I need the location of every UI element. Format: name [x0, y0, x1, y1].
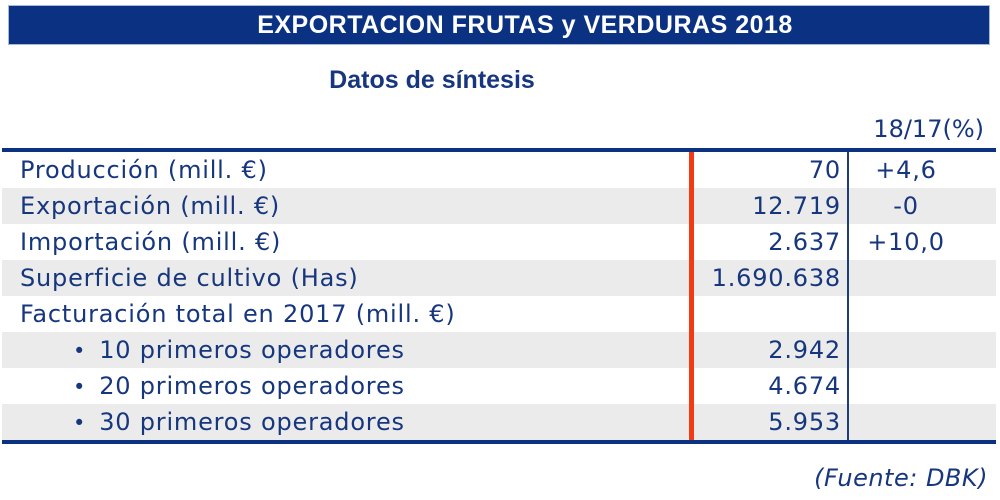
- column-divider-line: [847, 152, 849, 440]
- row-label: •Producción (mill. €): [2, 152, 694, 188]
- row-value: 4.674: [768, 372, 841, 400]
- row-pct: [846, 332, 996, 368]
- row-label-text: Exportación (mill. €): [20, 192, 281, 220]
- row-label-text: 20 primeros operadores: [99, 372, 405, 400]
- row-pct: [846, 404, 996, 440]
- row-label: •Importación (mill. €): [2, 224, 694, 260]
- table-row: •Exportación (mill. €) 12.719 -0: [2, 188, 996, 224]
- row-label: • 10 primeros operadores: [2, 332, 694, 368]
- table-row: • 10 primeros operadores 2.942: [2, 332, 996, 368]
- row-label: •Superficie de cultivo (Has): [2, 260, 694, 296]
- page-title: EXPORTACION FRUTAS y VERDURAS 2018: [257, 11, 793, 39]
- row-pct: [846, 368, 996, 404]
- row-pct: [846, 296, 996, 332]
- row-value: 5.953: [768, 408, 841, 436]
- table-rows: •Producción (mill. €) 70 +4,6 •Exportaci…: [2, 152, 996, 440]
- red-divider-line: [689, 152, 694, 440]
- row-label: •Facturación total en 2017 (mill. €): [2, 296, 694, 332]
- row-label-text: Superficie de cultivo (Has): [20, 264, 359, 292]
- row-label-text: Producción (mill. €): [20, 156, 268, 184]
- bullet-icon: •: [73, 411, 87, 435]
- row-pct: +4,6: [875, 156, 937, 184]
- row-pct: -0: [893, 192, 919, 220]
- subtitle: Datos de síntesis: [329, 66, 535, 94]
- table-row: •Superficie de cultivo (Has) 1.690.638: [2, 260, 996, 296]
- table-row: •Facturación total en 2017 (mill. €): [2, 296, 996, 332]
- row-pct: [846, 260, 996, 296]
- table-row: • 20 primeros operadores 4.674: [2, 368, 996, 404]
- row-label: • 20 primeros operadores: [2, 368, 694, 404]
- row-value: 2.637: [768, 228, 841, 256]
- row-pct: +10,0: [867, 228, 945, 256]
- row-value: 1.690.638: [711, 264, 841, 292]
- row-label: •Exportación (mill. €): [2, 188, 694, 224]
- data-table: •Producción (mill. €) 70 +4,6 •Exportaci…: [2, 148, 996, 444]
- source-note: (Fuente: DBK): [814, 464, 988, 492]
- row-label-text: 30 primeros operadores: [99, 408, 405, 436]
- row-label-text: Facturación total en 2017 (mill. €): [20, 300, 456, 328]
- table-row: • 30 primeros operadores 5.953: [2, 404, 996, 440]
- bullet-icon: •: [73, 339, 87, 363]
- row-label-text: 10 primeros operadores: [99, 336, 405, 364]
- row-label: • 30 primeros operadores: [2, 404, 694, 440]
- title-banner: EXPORTACION FRUTAS y VERDURAS 2018: [8, 5, 990, 45]
- row-label-text: Importación (mill. €): [20, 228, 282, 256]
- table-row: •Producción (mill. €) 70 +4,6: [2, 152, 996, 188]
- row-value: 70: [808, 156, 841, 184]
- pct-column-header: 18/17(%): [873, 115, 984, 143]
- bullet-icon: •: [73, 375, 87, 399]
- row-value: [694, 296, 846, 332]
- row-value: 2.942: [768, 336, 841, 364]
- table-row: •Importación (mill. €) 2.637 +10,0: [2, 224, 996, 260]
- row-value: 12.719: [752, 192, 841, 220]
- subtitle-container: Datos de síntesis: [0, 66, 864, 95]
